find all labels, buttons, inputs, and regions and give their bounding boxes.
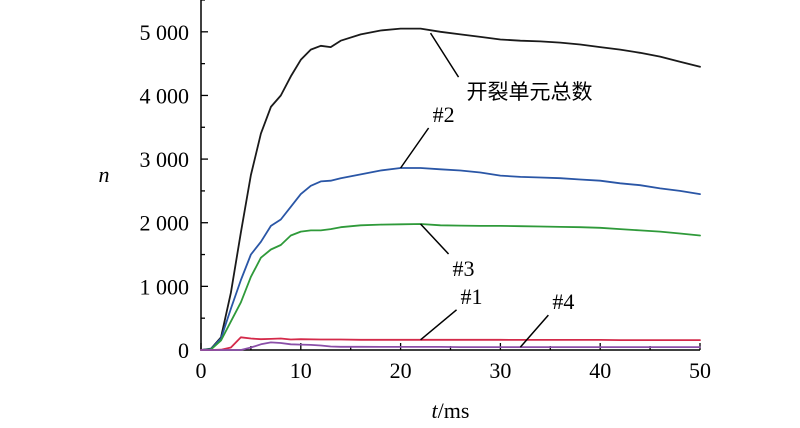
series-annotation-label: #4	[552, 289, 574, 314]
x-tick-label: 40	[589, 358, 611, 383]
x-tick-label: 20	[390, 358, 412, 383]
y-tick-label: 4 000	[140, 83, 190, 108]
x-tick-label: 10	[290, 358, 312, 383]
y-tick-label: 2 000	[140, 211, 190, 236]
x-axis-title: t/ms	[432, 398, 470, 423]
y-tick-label: 1 000	[140, 274, 190, 299]
series-line-5	[200, 341, 701, 351]
x-axis-title-symbol: t	[432, 398, 439, 423]
annotation-leader-line	[420, 223, 450, 255]
series-line-2	[200, 167, 701, 351]
x-ticks: 0 10 20 30 40 50	[196, 343, 711, 383]
series-annotation-label: 开裂单元总数	[467, 80, 593, 104]
annotation-leader-line	[399, 127, 430, 169]
series-annotation-label: #1	[461, 284, 483, 309]
series-annotation-label: #2	[433, 102, 455, 127]
x-tick-label: 50	[689, 358, 711, 383]
x-tick-label: 30	[489, 358, 511, 383]
x-tick-label: 0	[196, 358, 207, 383]
annotation-layer: 开裂单元总数 #2 #3 #1 #4	[399, 32, 593, 348]
series-line-4	[200, 336, 701, 351]
y-axis-title: n	[99, 162, 110, 187]
series-line-3	[200, 223, 701, 351]
y-ticks: 0 1 000 2 000 3 000 4 000 5 000	[140, 0, 208, 363]
y-tick-label: 0	[178, 338, 189, 363]
annotation-leader-line	[519, 314, 549, 348]
y-tick-label: 5 000	[140, 20, 190, 45]
axes	[200, 0, 700, 351]
series-line-1	[200, 27, 701, 351]
series-layer	[200, 27, 701, 351]
annotation-leader-line	[420, 309, 458, 341]
x-axis-title-unit: /ms	[438, 398, 470, 423]
y-tick-label: 3 000	[140, 147, 190, 172]
annotation-leader-line	[429, 32, 460, 78]
series-annotation-label: #3	[453, 256, 475, 281]
